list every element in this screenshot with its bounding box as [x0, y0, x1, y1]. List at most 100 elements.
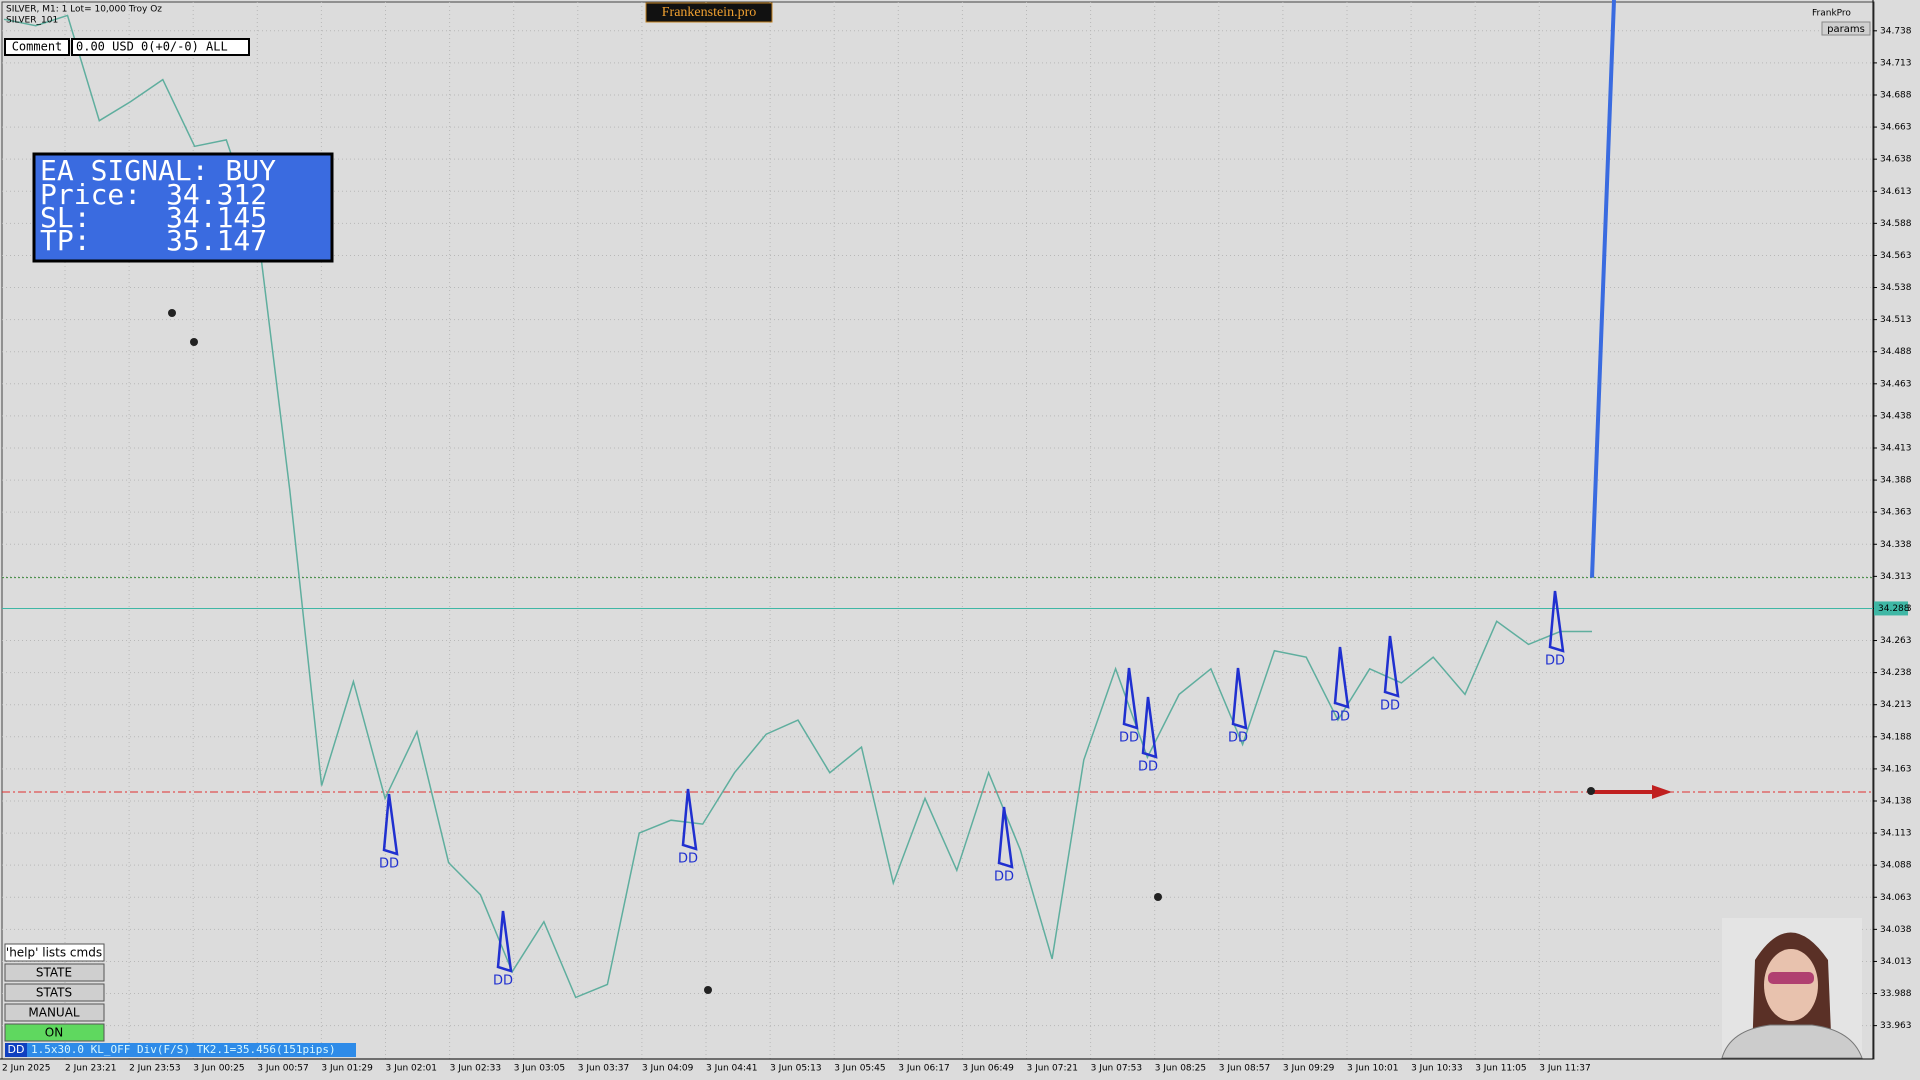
pattern-triangle	[1141, 696, 1158, 759]
y-tick-label: 34.363	[1880, 508, 1912, 518]
y-tick-label: 34.463	[1880, 379, 1912, 389]
dd-label: DD	[493, 974, 513, 989]
x-tick-label: 3 Jun 07:21	[1027, 1064, 1078, 1074]
y-tick-label: 34.513	[1880, 315, 1912, 325]
y-tick-label: 34.113	[1880, 829, 1912, 839]
y-tick-label: 34.413	[1880, 443, 1912, 453]
skull-icon	[1154, 893, 1162, 901]
x-tick-label: 3 Jun 06:17	[898, 1064, 949, 1074]
signal-line-value: 34.312	[166, 178, 267, 211]
pattern-triangle	[997, 806, 1014, 869]
x-tick-label: 2 Jun 23:21	[65, 1064, 116, 1074]
y-tick-label: 34.188	[1880, 732, 1912, 742]
button[interactable]	[4, 983, 105, 1002]
dd-label: DD	[678, 852, 698, 867]
y-tick-label: 34.663	[1880, 123, 1912, 133]
y-tick-label: 34.213	[1880, 700, 1912, 710]
dd-label: DD	[1545, 654, 1565, 669]
x-tick-label: 3 Jun 05:45	[834, 1064, 885, 1074]
button-label[interactable]: 'help' lists cmds	[6, 946, 102, 960]
account-label: SILVER_101	[6, 16, 58, 26]
signal-line-value: 34.145	[166, 201, 267, 234]
params-label[interactable]: params	[1827, 24, 1865, 35]
x-tick-label: 3 Jun 08:25	[1155, 1064, 1206, 1074]
button-label[interactable]: STATE	[36, 966, 72, 980]
y-tick-label: 34.588	[1880, 219, 1912, 229]
comment-label: Comment	[12, 40, 63, 54]
y-tick-label: 34.613	[1880, 187, 1912, 197]
skull-icon	[190, 338, 198, 346]
x-tick-label: 2 Jun 2025	[2, 1064, 50, 1074]
button-label[interactable]: MANUAL	[28, 1006, 80, 1020]
x-tick-label: 3 Jun 01:29	[321, 1064, 373, 1074]
x-tick-label: 3 Jun 10:01	[1347, 1064, 1398, 1074]
x-tick-label: 3 Jun 11:37	[1539, 1064, 1590, 1074]
pattern-triangle	[681, 788, 698, 851]
y-tick-label: 33.963	[1880, 1021, 1912, 1031]
comment-text: 0.00 USD 0(+0/-0) ALL	[76, 40, 228, 54]
dd-label: DD	[1138, 760, 1158, 775]
y-tick-label: 34.063	[1880, 893, 1912, 903]
x-tick-label: 3 Jun 09:29	[1283, 1064, 1335, 1074]
comment-label-box	[4, 38, 70, 56]
y-tick-label: 34.088	[1880, 861, 1912, 871]
button[interactable]	[4, 1023, 105, 1042]
x-tick-label: 3 Jun 03:37	[578, 1064, 629, 1074]
comment-box	[71, 38, 250, 56]
pattern-triangle	[1333, 646, 1350, 709]
y-tick-label: 34.488	[1880, 347, 1912, 357]
price-line	[3, 14, 1592, 999]
status-box	[27, 1043, 356, 1057]
button[interactable]	[4, 943, 105, 962]
y-tick-label: 34.338	[1880, 540, 1912, 550]
y-tick-label: 34.388	[1880, 476, 1912, 486]
pattern-triangle	[1122, 667, 1139, 730]
y-tick-label: 34.688	[1880, 90, 1912, 100]
current-price-label: 34.288	[1878, 604, 1910, 614]
x-tick-label: 3 Jun 06:49	[962, 1064, 1014, 1074]
button-label[interactable]: STATS	[36, 986, 72, 1000]
y-tick-label: 34.013	[1880, 957, 1912, 967]
params-button[interactable]	[1821, 21, 1871, 36]
signal-line-label: TP:	[40, 224, 91, 257]
x-tick-label: 3 Jun 10:33	[1411, 1064, 1462, 1074]
y-tick-label: 34.138	[1880, 796, 1912, 806]
brand-box	[645, 2, 773, 23]
y-tick-label: 34.738	[1880, 26, 1912, 36]
current-price-box	[1874, 601, 1908, 616]
y-tick-label: 34.238	[1880, 668, 1912, 678]
avatar-face	[1764, 949, 1818, 1021]
y-tick-label: 34.438	[1880, 411, 1912, 421]
brand-label: Frankenstein.pro	[662, 5, 756, 20]
x-tick-label: 3 Jun 03:05	[514, 1064, 565, 1074]
avatar-glasses	[1768, 972, 1814, 984]
x-tick-label: 3 Jun 04:41	[706, 1064, 757, 1074]
y-tick-label: 33.988	[1880, 989, 1912, 999]
y-tick-label: 34.263	[1880, 636, 1912, 646]
pattern-triangle	[382, 793, 399, 856]
pattern-triangle	[1383, 635, 1400, 698]
x-tick-label: 3 Jun 02:01	[386, 1064, 437, 1074]
x-tick-label: 3 Jun 00:25	[193, 1064, 244, 1074]
user-label: FrankPro	[1812, 9, 1851, 19]
dd-label: DD	[1380, 699, 1400, 714]
dd-label: DD	[1228, 731, 1248, 746]
pattern-triangle	[1231, 667, 1248, 730]
sl-arrow-head	[1652, 785, 1672, 800]
signal-box	[32, 152, 334, 263]
button[interactable]	[4, 1003, 105, 1022]
y-tick-label: 34.163	[1880, 764, 1912, 774]
dd-label: DD	[379, 857, 399, 872]
signal-line-value: 35.147	[166, 224, 267, 257]
skull-icon	[704, 986, 712, 994]
x-tick-label: 2 Jun 23:53	[129, 1064, 180, 1074]
dd-label: DD	[1119, 731, 1139, 746]
signal-line-label: Price:	[40, 178, 141, 211]
status-tag: DD	[8, 1043, 25, 1056]
y-tick-label: 34.313	[1880, 572, 1912, 582]
y-tick-label: 34.538	[1880, 283, 1912, 293]
x-tick-label: 3 Jun 05:13	[770, 1064, 821, 1074]
button[interactable]	[4, 963, 105, 982]
button-label[interactable]: ON	[45, 1026, 63, 1040]
